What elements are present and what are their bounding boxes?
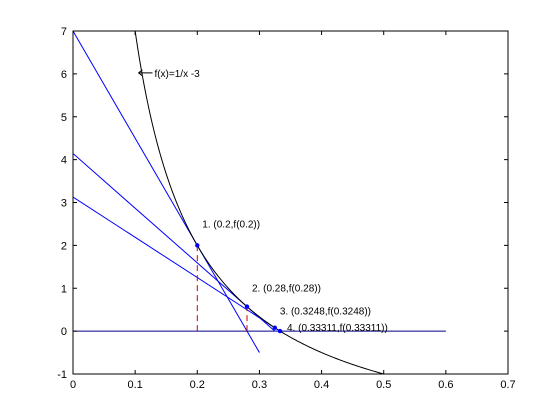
plot-series xyxy=(73,31,446,374)
x-tick-label: 0.2 xyxy=(190,379,205,391)
y-tick-label: 3 xyxy=(61,198,67,210)
x-tick-label: 0.4 xyxy=(314,379,329,391)
x-tick-label: 0.7 xyxy=(500,379,515,391)
curve-f xyxy=(134,31,384,374)
point-label-4: 4. (0.33311,f(0.33311)) xyxy=(287,323,388,334)
point-label-1: 1. (0.2,f(0.2)) xyxy=(202,219,260,230)
annotations: f(x)=1/x -3 1. (0.2,f(0.2)) 2. (0.28,f(0.2… xyxy=(138,69,388,334)
y-tick-label: -1 xyxy=(57,369,67,381)
point-1 xyxy=(195,243,200,248)
tangent-line-1 xyxy=(73,31,260,353)
y-tick-label: 5 xyxy=(61,112,67,124)
point-3 xyxy=(272,325,278,330)
y-tick-label: 7 xyxy=(61,26,67,38)
plot-area xyxy=(72,30,509,375)
x-tick-label: 0.5 xyxy=(376,379,391,391)
point-2 xyxy=(244,304,250,309)
x-tick-label: 0.1 xyxy=(127,379,142,391)
x-tick-label: 0.6 xyxy=(438,379,453,391)
x-tick-label: 0 xyxy=(70,379,76,391)
tangent-line-3 xyxy=(73,196,281,332)
curve-label-arrowhead xyxy=(138,69,143,77)
y-tick-label: 0 xyxy=(61,326,67,338)
x-tick-label: 0.3 xyxy=(252,379,267,391)
y-tick-label: 1 xyxy=(61,283,67,295)
y-tick-label: 6 xyxy=(61,69,67,81)
curve-label: f(x)=1/x -3 xyxy=(154,69,200,80)
point-label-3: 3. (0.3248,f(0.3248)) xyxy=(280,307,371,318)
y-tick-label: 2 xyxy=(61,240,67,252)
point-label-2: 2. (0.28,f(0.28)) xyxy=(252,284,321,295)
point-4 xyxy=(277,328,283,334)
y-tick-label: 4 xyxy=(61,155,67,167)
